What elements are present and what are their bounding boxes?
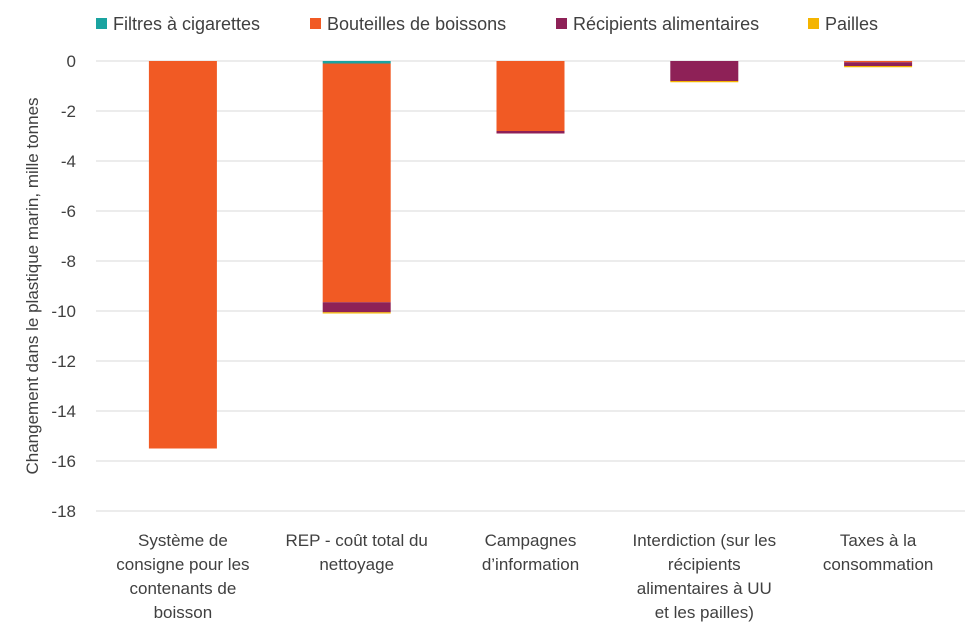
legend-label: Bouteilles de boissons xyxy=(327,14,506,34)
bar-segment xyxy=(322,63,391,303)
x-category-label: REP - coût total du nettoyage xyxy=(286,531,428,574)
legend-label: Pailles xyxy=(825,14,878,34)
x-category-label: Taxes à la consommation xyxy=(823,531,934,574)
legend: Filtres à cigarettes Bouteilles de boisso… xyxy=(96,14,878,34)
y-tick-label: -12 xyxy=(51,352,76,371)
bar-segment xyxy=(670,61,739,81)
gridlines xyxy=(96,60,965,512)
y-axis-ticks: 0 -2 -4 -6 -8 -10 -12 -14 -16 -18 xyxy=(51,52,76,521)
legend-swatch xyxy=(556,18,567,29)
legend-swatch xyxy=(96,18,107,29)
bars xyxy=(148,61,913,449)
x-category-label: Système de consigne pour les contenants de… xyxy=(116,531,249,622)
bar-segment xyxy=(844,62,913,66)
y-tick-label: -16 xyxy=(51,452,76,471)
y-tick-label: 0 xyxy=(67,52,76,71)
bar-segment xyxy=(496,61,565,131)
bar-segment xyxy=(322,312,391,314)
legend-label: Récipients alimentaires xyxy=(573,14,759,34)
bar-segment xyxy=(670,81,739,83)
legend-label: Filtres à cigarettes xyxy=(113,14,260,34)
x-category-label: Campagnes d’information xyxy=(482,531,579,574)
y-tick-label: -14 xyxy=(51,402,76,421)
x-axis-labels: Système de consigne pour les contenants de… xyxy=(116,531,933,622)
bar-segment xyxy=(322,61,391,64)
y-tick-label: -10 xyxy=(51,302,76,321)
x-category-label: Interdiction (sur les récipients alimentai… xyxy=(632,531,776,622)
bar-segment xyxy=(148,61,217,449)
y-axis-label: Changement dans le plastique marin, mill… xyxy=(23,97,42,474)
y-tick-label: -18 xyxy=(51,502,76,521)
bar-segment xyxy=(496,131,565,134)
y-tick-label: -6 xyxy=(61,202,76,221)
bar-segment xyxy=(322,302,391,313)
bar-segment xyxy=(844,61,913,63)
y-tick-label: -8 xyxy=(61,252,76,271)
legend-swatch xyxy=(808,18,819,29)
bar-segment xyxy=(844,66,913,68)
y-tick-label: -2 xyxy=(61,102,76,121)
legend-swatch xyxy=(310,18,321,29)
y-tick-label: -4 xyxy=(61,152,76,171)
